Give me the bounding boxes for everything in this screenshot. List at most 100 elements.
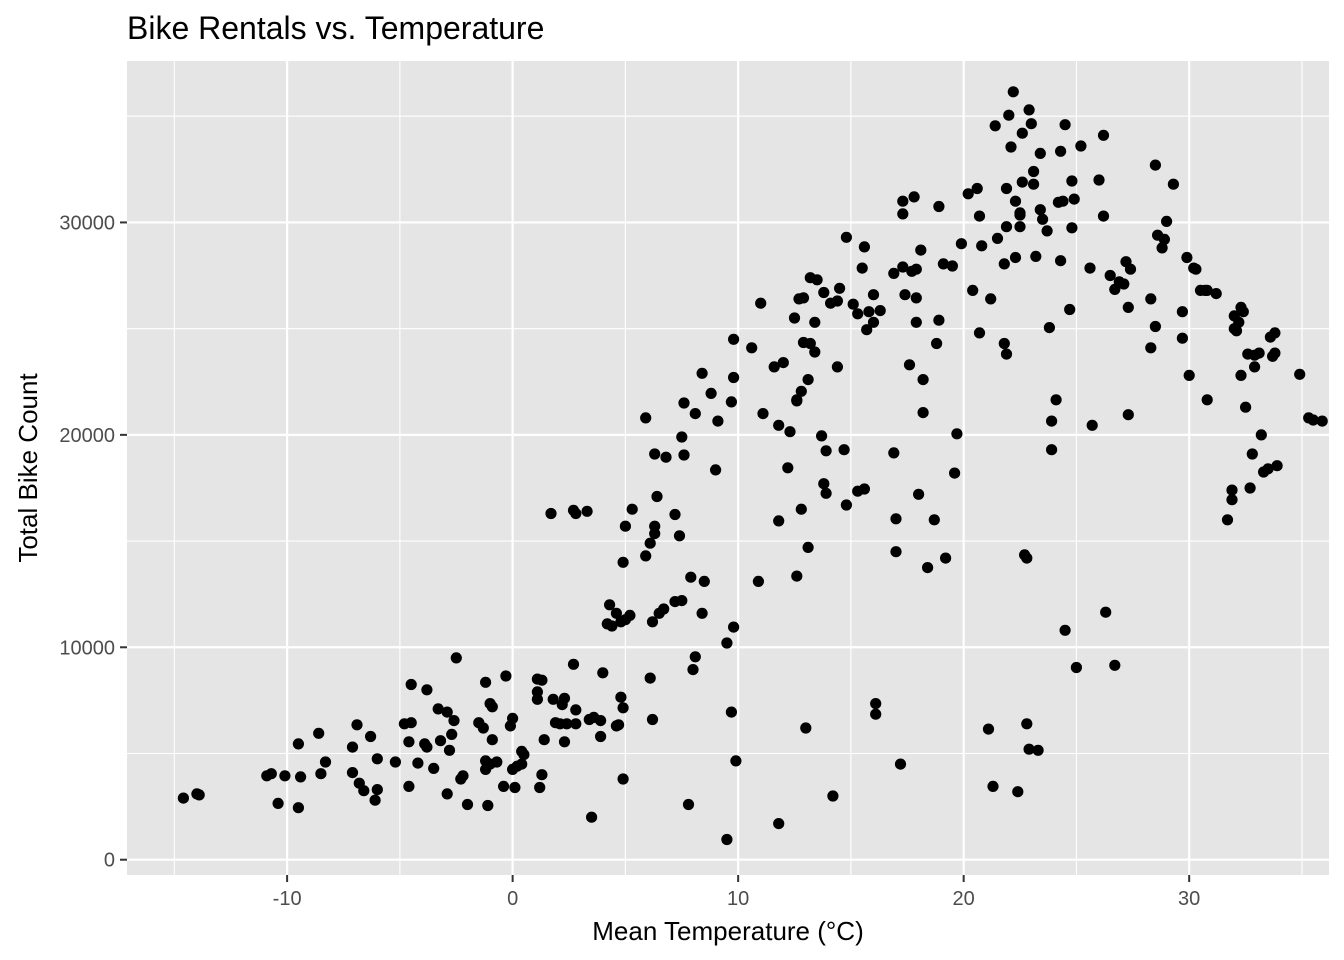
data-point: [1240, 401, 1252, 413]
data-point: [1000, 221, 1013, 233]
data-point: [820, 487, 832, 499]
data-point: [721, 833, 733, 846]
data-point: [624, 609, 636, 622]
data-point: [346, 767, 359, 779]
data-point: [870, 708, 882, 720]
data-point: [768, 361, 780, 373]
data-point: [888, 447, 900, 459]
data-point: [1021, 718, 1033, 730]
data-point: [971, 182, 983, 195]
data-point: [313, 727, 325, 739]
data-point: [1023, 743, 1035, 755]
data-point: [1253, 347, 1265, 359]
data-point: [973, 210, 986, 222]
data-points: [177, 86, 1328, 846]
data-point: [651, 490, 663, 503]
data-point: [951, 428, 963, 440]
data-point: [1124, 263, 1137, 275]
data-point: [788, 312, 801, 324]
data-point: [696, 367, 708, 379]
data-point: [933, 314, 945, 326]
data-point: [405, 678, 417, 691]
data-point: [861, 324, 873, 336]
data-point: [998, 258, 1010, 270]
data-point: [570, 704, 582, 716]
data-point: [193, 789, 205, 801]
data-point: [506, 712, 519, 725]
data-point: [669, 508, 681, 521]
data-point: [1055, 255, 1067, 267]
data-point: [597, 667, 609, 679]
data-point: [946, 260, 959, 272]
data-point: [403, 780, 415, 793]
data-point: [973, 327, 986, 339]
data-point: [1016, 176, 1028, 188]
data-point: [649, 448, 661, 460]
data-point: [928, 514, 940, 526]
data-point: [1316, 415, 1328, 427]
data-point: [809, 346, 821, 358]
data-point: [725, 396, 738, 408]
data-point: [903, 359, 916, 371]
data-point: [1237, 306, 1249, 318]
data-point: [295, 771, 307, 783]
data-point: [870, 698, 882, 710]
data-point: [1034, 204, 1046, 216]
data-point: [840, 231, 853, 243]
data-point: [910, 263, 922, 275]
data-point: [797, 292, 810, 304]
data-point: [1009, 195, 1022, 207]
data-point: [782, 462, 794, 474]
data-point: [450, 652, 462, 664]
data-point: [265, 768, 277, 780]
data-point: [858, 483, 871, 495]
data-point: [1176, 306, 1188, 318]
data-point: [982, 723, 995, 735]
x-tick-label: 0: [507, 888, 518, 910]
data-point: [696, 607, 708, 619]
data-point: [1034, 147, 1046, 159]
data-point: [728, 371, 740, 384]
data-point: [802, 541, 814, 554]
data-point: [441, 706, 453, 718]
data-point: [610, 607, 623, 619]
data-point: [1012, 786, 1024, 798]
data-point: [931, 337, 943, 350]
data-point: [1249, 361, 1261, 373]
data-point: [412, 757, 424, 769]
data-point: [922, 562, 934, 574]
data-point: [818, 286, 830, 299]
data-point: [509, 781, 521, 794]
data-point: [1086, 419, 1098, 431]
data-point: [1161, 215, 1173, 227]
data-point: [595, 715, 607, 727]
data-point: [1064, 303, 1076, 316]
data-point: [177, 792, 189, 804]
data-point: [1007, 86, 1019, 98]
data-point: [443, 744, 456, 756]
data-point: [908, 191, 920, 203]
data-point: [1028, 178, 1040, 190]
data-point: [1201, 284, 1213, 296]
data-point: [1235, 369, 1247, 381]
data-point: [1149, 320, 1161, 333]
data-point: [1226, 484, 1238, 496]
data-point: [730, 755, 742, 767]
data-point: [272, 797, 284, 810]
data-point: [1183, 369, 1195, 381]
data-point: [1233, 316, 1245, 328]
data-point: [351, 719, 363, 731]
data-point: [811, 274, 823, 286]
data-point: [1005, 141, 1017, 153]
data-point: [888, 267, 900, 279]
data-point: [676, 595, 688, 607]
data-point: [1118, 278, 1130, 290]
data-point: [678, 397, 690, 409]
y-axis: 0 10000 20000 30000: [59, 212, 127, 872]
data-point: [477, 722, 489, 734]
y-tick-label: 0: [104, 850, 115, 872]
data-point: [581, 505, 593, 517]
data-point: [698, 575, 710, 588]
data-point: [955, 238, 968, 250]
data-point: [1043, 322, 1055, 334]
